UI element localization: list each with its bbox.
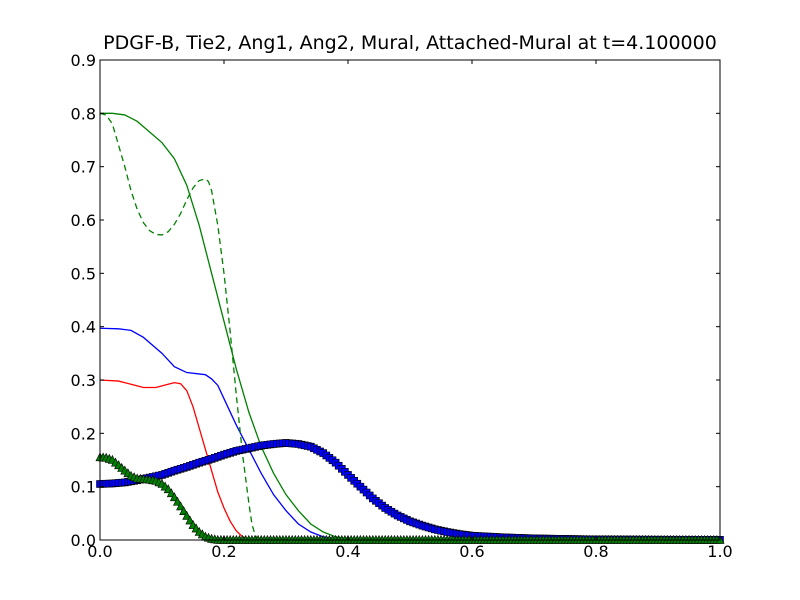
series-group (99, 379, 720, 541)
series-line (100, 112, 720, 541)
data-point-triangle (179, 506, 189, 516)
axes-frame (99, 59, 721, 541)
series-group (99, 112, 720, 541)
y-tick-label: 0.5 (71, 264, 96, 283)
ticks-layer: 0.0 0.2 0.4 0.6 0.8 1.0 0.0 0.1 0.2 0.3 0.4 0.5 0.6 0… (71, 51, 733, 561)
y-tick-label: 0.8 (71, 104, 96, 123)
x-tick-label: 0.2 (211, 542, 236, 561)
series-line (99, 379, 720, 541)
x-tick-label: 1.0 (707, 542, 732, 561)
chart-title: PDGF-B, Tie2, Ang1, Ang2, Mural, Attache… (103, 32, 717, 54)
data-point-triangle (185, 515, 195, 525)
x-tick-label: 0.6 (459, 542, 484, 561)
y-tick-label: 0.7 (71, 158, 96, 177)
data-point-triangle (173, 496, 182, 506)
y-tick-label: 0.9 (71, 51, 96, 70)
x-tick-label: 0.8 (583, 542, 608, 561)
y-tick-label: 0.1 (71, 478, 96, 497)
data-point-triangle (182, 510, 192, 520)
y-tick-label: 0.0 (71, 531, 96, 550)
series-group (100, 112, 720, 541)
series-line (99, 327, 720, 541)
x-tick-label: 0.0 (87, 542, 112, 561)
y-tick-label: 0.2 (71, 424, 96, 443)
y-tick-label: 0.3 (71, 371, 96, 390)
y-tick-label: 0.6 (71, 211, 96, 230)
series-line (99, 112, 720, 541)
series-group (99, 327, 720, 541)
x-tick-label: 0.4 (335, 542, 360, 561)
y-tick-label: 0.4 (71, 318, 96, 337)
data-point-triangle (169, 492, 179, 502)
data-point-triangle (176, 501, 186, 511)
